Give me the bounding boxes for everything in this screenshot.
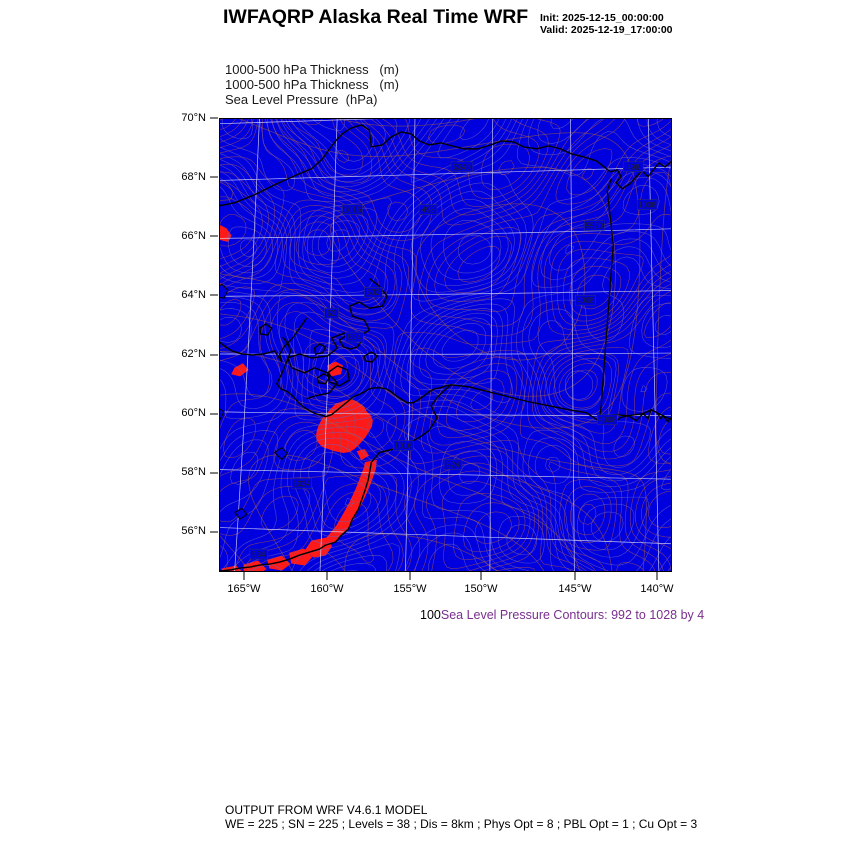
svg-text:4008: 4008 — [598, 416, 616, 425]
svg-text:534: 534 — [252, 550, 266, 559]
svg-text:534: 534 — [348, 333, 362, 342]
svg-text:524: 524 — [446, 460, 460, 469]
svg-text:498: 498 — [421, 206, 435, 215]
svg-text:1016: 1016 — [394, 442, 412, 451]
svg-text:52: 52 — [327, 309, 336, 318]
svg-text:5340: 5340 — [453, 163, 471, 172]
svg-text:1008: 1008 — [638, 201, 656, 210]
svg-text:1024: 1024 — [293, 479, 311, 488]
svg-text:5520: 5520 — [585, 222, 603, 231]
svg-text:1016: 1016 — [344, 206, 362, 215]
svg-text:498: 498 — [627, 163, 641, 172]
svg-text:4008: 4008 — [577, 296, 595, 305]
svg-text:532: 532 — [367, 288, 381, 297]
